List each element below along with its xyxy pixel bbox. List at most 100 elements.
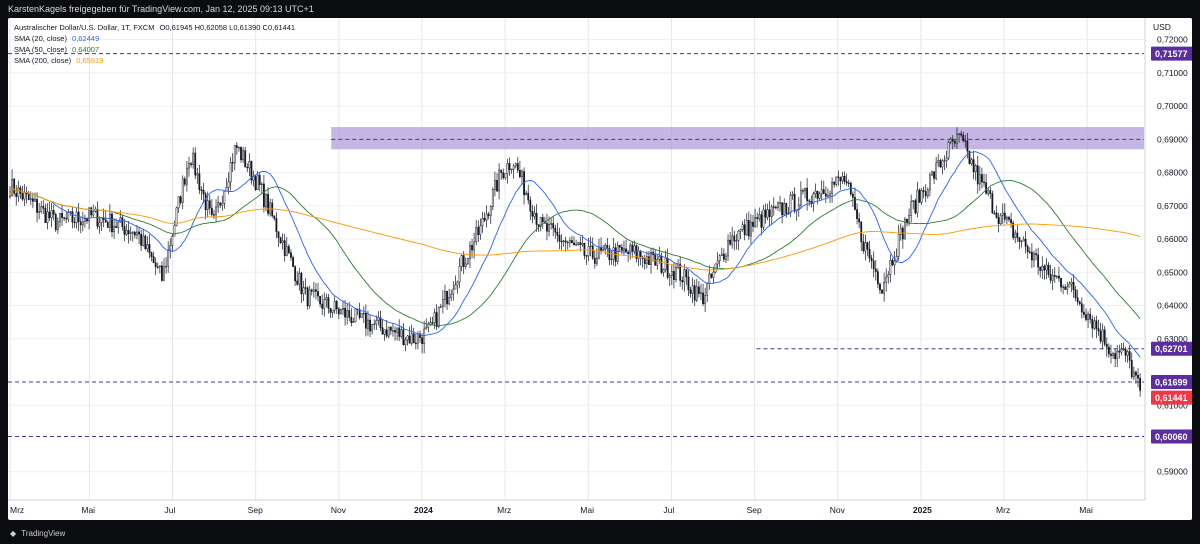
candle-body: [475, 227, 478, 243]
candle-body: [458, 265, 461, 283]
candle-body: [92, 211, 95, 216]
candle-body: [50, 210, 53, 219]
candle-body: [181, 178, 184, 203]
candle-body: [498, 169, 500, 192]
candle-body: [435, 312, 438, 327]
candle-body: [63, 217, 66, 219]
candle-body: [138, 231, 140, 235]
legend-sma50-row[interactable]: SMA (50, close) 0,64007: [14, 44, 295, 55]
candle-body: [246, 166, 249, 169]
chart-panel[interactable]: USD 0,72000 0,71000 0,70000 0,69000 0,68000 0,…: [8, 18, 1192, 520]
candle-body: [240, 147, 242, 161]
y-tick-label: 0,65000: [1157, 267, 1188, 277]
candle-body: [697, 286, 700, 294]
candle-body: [215, 206, 217, 215]
candle-body: [206, 200, 209, 211]
candle-body: [323, 299, 326, 309]
legend-sma20-row[interactable]: SMA (20, close) 0,62449: [14, 33, 295, 44]
level-tag-label: 0,62701: [1155, 344, 1188, 354]
y-tick-label: 0,71000: [1157, 68, 1188, 78]
x-tick-label: 2024: [414, 505, 433, 515]
candle-body: [229, 162, 232, 183]
candle-body: [1103, 329, 1106, 345]
candle-body: [1110, 353, 1112, 356]
candle-body: [960, 133, 963, 136]
candle-body: [541, 217, 544, 222]
y-tick-label: 0,59000: [1157, 467, 1188, 477]
legend-sma200-row[interactable]: SMA (200, close) 0,65919: [14, 55, 295, 66]
candle-body: [920, 190, 923, 203]
candle-body: [48, 211, 51, 219]
candle-body: [706, 282, 709, 296]
candle-body: [117, 221, 120, 228]
candle-body: [531, 211, 534, 217]
candle-body: [508, 163, 511, 170]
candle-body: [962, 134, 965, 141]
candle-body: [747, 220, 750, 237]
candle-body: [402, 329, 405, 345]
footer-brand[interactable]: TradingView: [21, 529, 66, 538]
shared-by-header: KarstenKagels freigegeben für TradingVie…: [8, 4, 314, 14]
candle-body: [589, 245, 592, 247]
candle-body: [658, 256, 661, 260]
candle-body: [373, 323, 376, 326]
candle-body: [1033, 253, 1035, 261]
candle-body: [679, 263, 682, 281]
candle-body: [762, 209, 765, 228]
candle-body: [879, 283, 881, 291]
candle-body: [689, 289, 692, 294]
candle-body: [73, 221, 76, 224]
candle-body: [922, 190, 925, 192]
candle-body: [296, 280, 299, 285]
candle-body: [312, 289, 315, 292]
candle-body: [285, 246, 288, 257]
candle-body: [933, 171, 935, 179]
candle-body: [901, 227, 904, 240]
candle-body: [997, 217, 1000, 224]
candle-body: [562, 240, 565, 242]
candle-body: [448, 297, 451, 305]
legend-symbol[interactable]: Australischer Dollar/U.S. Dollar, 1T, FX…: [14, 23, 155, 32]
candle-body: [477, 227, 480, 236]
candle-body: [358, 309, 361, 318]
candle-body: [200, 189, 203, 191]
candle-body: [437, 307, 440, 327]
x-tick-label: Sep: [747, 505, 762, 515]
price-chart[interactable]: USD 0,72000 0,71000 0,70000 0,69000 0,68000 0,…: [8, 18, 1192, 520]
candle-body: [84, 218, 86, 222]
candle-body: [760, 214, 763, 228]
candle-body: [1014, 232, 1017, 238]
candle-body: [824, 193, 827, 197]
candle-body: [1091, 318, 1094, 329]
candle-body: [633, 245, 636, 252]
candle-body: [943, 160, 946, 162]
legend-symbol-row: Australischer Dollar/U.S. Dollar, 1T, FX…: [14, 22, 295, 33]
candle-body: [806, 187, 809, 201]
candle-body: [392, 330, 394, 332]
candle-body: [188, 163, 190, 169]
candle-body: [868, 248, 871, 259]
candle-body: [452, 288, 455, 295]
tradingview-logo-icon[interactable]: ◆: [10, 529, 17, 538]
candle-body: [156, 266, 159, 268]
candle-body: [945, 157, 948, 161]
candle-body: [799, 190, 802, 206]
candle-body: [279, 237, 282, 243]
candle-body: [504, 173, 507, 179]
candle-body: [1053, 275, 1056, 277]
candle-body: [1039, 266, 1042, 271]
legend-ohlc: O0,61945 H0,62058 L0,61390 C0,61441: [159, 23, 296, 32]
candle-body: [1022, 238, 1025, 242]
candle-body: [918, 189, 921, 203]
candle-body: [758, 214, 761, 220]
x-tick-label: 2025: [913, 505, 932, 515]
candle-body: [400, 329, 403, 337]
candle-body: [1068, 283, 1071, 288]
candle-body: [687, 276, 690, 291]
candle-body: [681, 280, 684, 283]
candle-body: [874, 268, 877, 272]
candle-body: [939, 160, 942, 168]
candle-body: [133, 232, 136, 236]
candle-body: [171, 235, 174, 246]
candle-body: [36, 199, 38, 213]
